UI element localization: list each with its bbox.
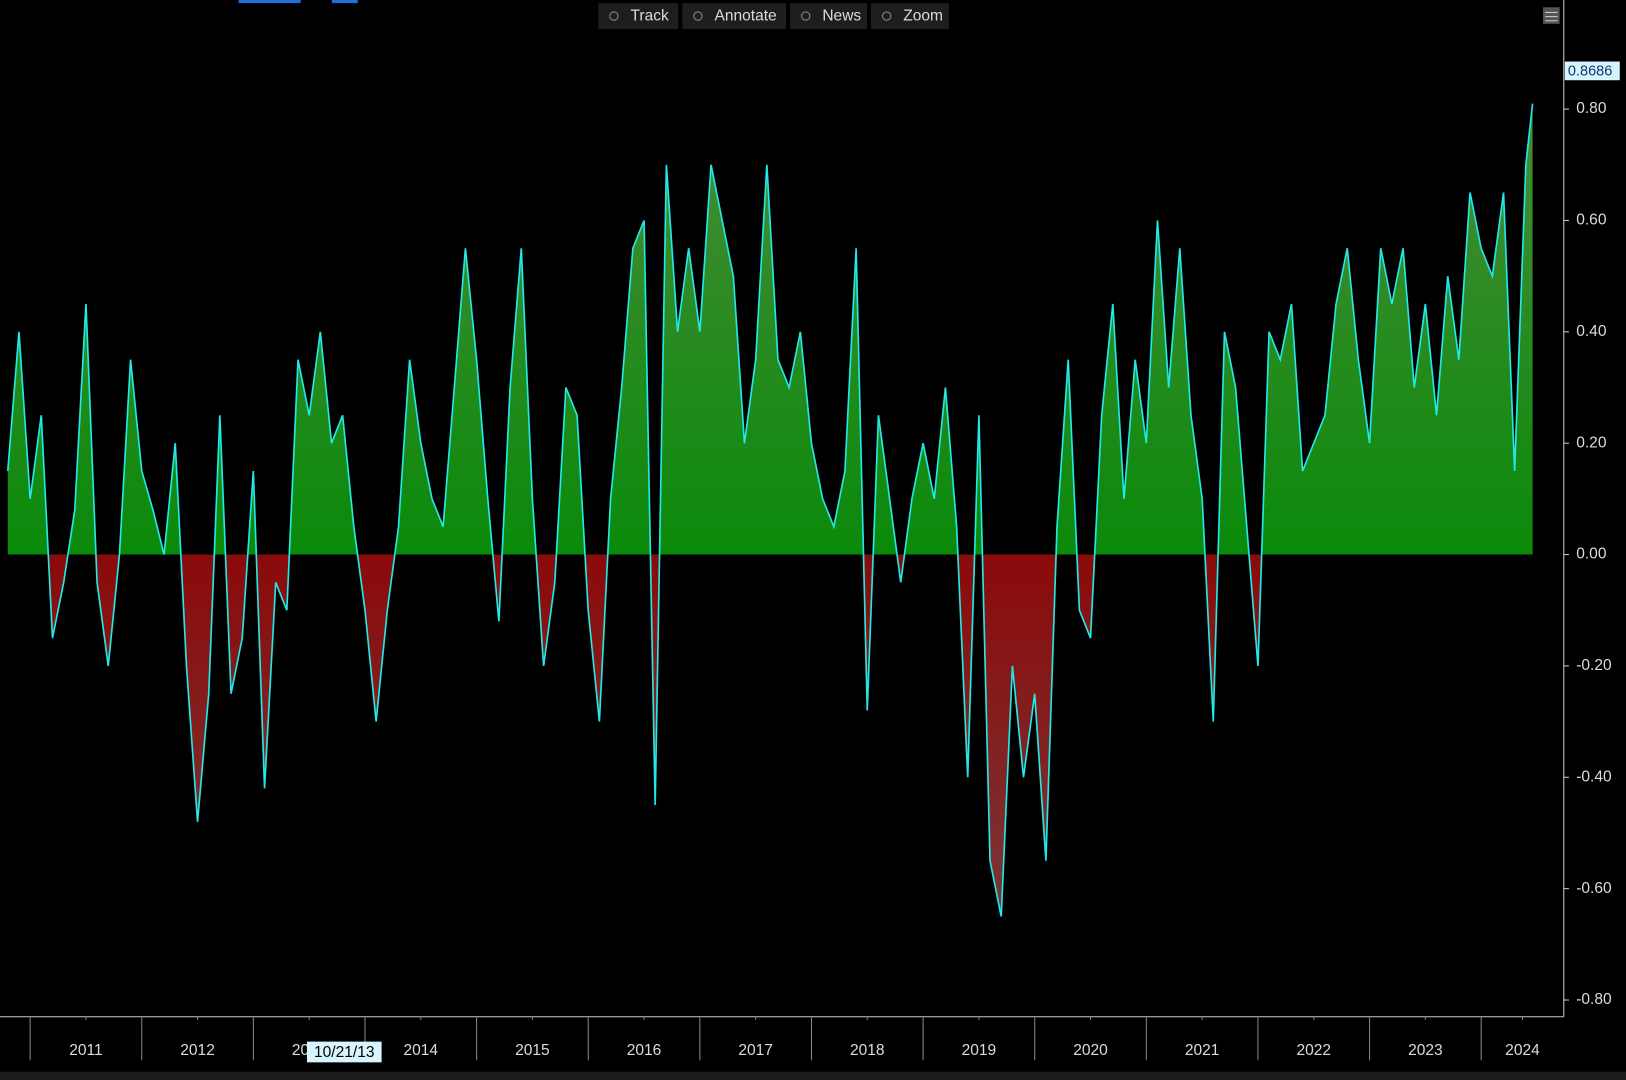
y-tick-label: -0.20 xyxy=(1576,657,1612,674)
y-tick-label: 0.20 xyxy=(1576,434,1607,451)
x-tick-label: 2011 xyxy=(69,1042,102,1059)
last-value-box xyxy=(1564,61,1620,81)
x-tick-label: 2015 xyxy=(515,1042,550,1059)
y-tick-label: -0.40 xyxy=(1576,768,1612,785)
button-bg xyxy=(871,3,949,30)
button-bg xyxy=(682,3,787,30)
button-label: Zoom xyxy=(903,8,943,25)
toolbar-button[interactable]: Zoom xyxy=(871,3,949,30)
x-tick-label: 2017 xyxy=(738,1042,773,1059)
x-tick-label: 2018 xyxy=(850,1042,885,1059)
x-tick-label: 2024 xyxy=(1505,1042,1540,1059)
x-tick-label: 2022 xyxy=(1296,1042,1331,1059)
scrollbar xyxy=(0,1071,1626,1080)
cursor-box xyxy=(306,1041,382,1063)
y-tick-label: -0.80 xyxy=(1576,991,1612,1008)
positive-area xyxy=(7,103,1533,555)
y-tick-label: 0.80 xyxy=(1576,100,1607,117)
x-tick-label: 2020 xyxy=(1073,1042,1108,1059)
x-tick-label: 2021 xyxy=(1185,1042,1220,1059)
button-icon xyxy=(609,11,619,21)
tab-indicator xyxy=(238,0,301,4)
button-label: Track xyxy=(630,8,669,25)
x-tick-label: 2012 xyxy=(180,1042,215,1059)
toolbar: Track Annotate News Zoom xyxy=(598,3,949,30)
series-line xyxy=(6,103,1534,917)
button-label: Annotate xyxy=(714,8,776,25)
button-icon xyxy=(881,11,892,21)
y-tick-label: -0.60 xyxy=(1576,880,1612,897)
x-tick-label: 2023 xyxy=(1408,1042,1443,1059)
y-tick-label: 0.00 xyxy=(1576,546,1607,563)
button-icon xyxy=(693,11,703,21)
x-tick-label: 2016 xyxy=(627,1042,662,1059)
toolbar-button[interactable]: Annotate xyxy=(682,3,787,30)
y-tick-label: 0.60 xyxy=(1576,212,1607,229)
button-bg xyxy=(790,3,867,30)
toolbar-button[interactable]: Track xyxy=(598,3,679,30)
last-value-label: 0.8686 xyxy=(1568,64,1612,80)
button-label: News xyxy=(822,8,861,25)
x-tick-label: 2014 xyxy=(404,1042,439,1059)
x-tick-label: 2019 xyxy=(962,1042,997,1059)
cursor-label: 10/21/13 xyxy=(314,1044,375,1061)
button-icon xyxy=(801,11,811,21)
y-tick-label: 0.40 xyxy=(1576,323,1607,340)
tab-indicator xyxy=(331,0,358,4)
toolbar-button[interactable]: News xyxy=(790,3,867,30)
button-bg xyxy=(598,3,679,30)
menu-icon[interactable] xyxy=(1543,7,1560,24)
